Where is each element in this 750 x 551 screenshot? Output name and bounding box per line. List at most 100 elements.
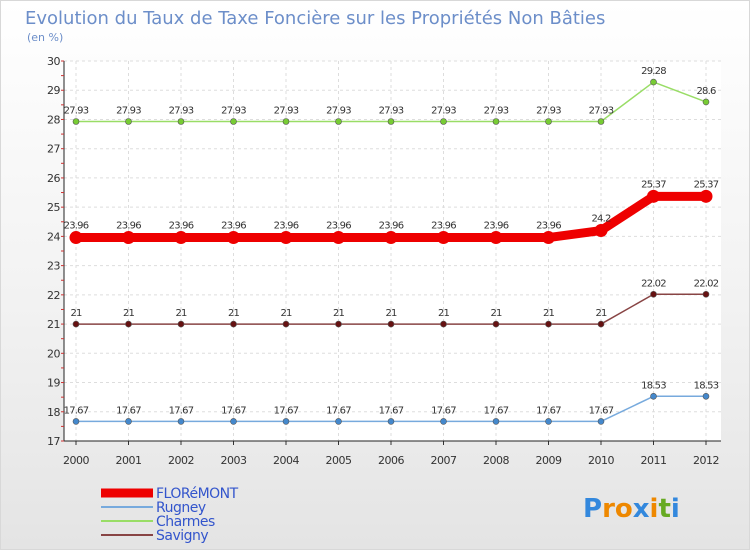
data-point	[282, 320, 290, 328]
data-point	[177, 418, 185, 425]
data-point	[72, 320, 80, 328]
data-label: 23.96	[221, 221, 246, 232]
data-label: 27.93	[274, 106, 299, 117]
data-label: 25.37	[694, 179, 719, 190]
proxiti-logo: Proxiti	[583, 494, 680, 524]
data-label: 17.67	[589, 405, 614, 416]
data-label: 17.67	[116, 405, 141, 416]
x-tick-label: 2011	[641, 454, 667, 467]
data-point	[545, 418, 552, 425]
data-label: 23.96	[274, 221, 299, 232]
data-point	[440, 320, 447, 328]
data-label: 17.67	[379, 405, 404, 416]
x-tick-label: 2003	[221, 454, 247, 467]
data-point	[702, 98, 710, 106]
chart-subtitle: (en %)	[27, 31, 63, 44]
data-point	[594, 224, 608, 238]
data-label: 17.67	[221, 405, 246, 416]
data-point	[650, 290, 657, 298]
data-point	[72, 418, 80, 425]
y-tick-label: 23	[47, 260, 60, 273]
data-point	[545, 320, 552, 328]
series-savigny: 21 21 21 21 21 21 21 21 21 21 21 22.02 22.02	[70, 278, 720, 328]
x-tick-label: 2002	[168, 454, 194, 467]
data-point	[227, 231, 240, 245]
data-point	[230, 118, 237, 125]
data-label: 23.96	[64, 221, 89, 232]
x-tick-label: 2000	[63, 454, 89, 467]
data-point	[125, 320, 132, 328]
data-label: 17.67	[431, 405, 456, 416]
series-rugney: 17.67 17.67 17.67 17.67 17.67 17.67 17.67 17.67…	[64, 380, 720, 425]
data-point	[335, 118, 342, 125]
data-label: 23.96	[536, 221, 561, 232]
data-point	[597, 418, 605, 425]
x-tick-label: 2004	[273, 454, 299, 467]
data-label: 21	[123, 308, 135, 319]
data-point	[699, 189, 713, 203]
data-point	[282, 418, 290, 425]
data-point	[702, 290, 710, 298]
data-point	[650, 392, 657, 400]
series-charmes: 27.93 27.93 27.93 27.93 27.93 27.93 27.93 27.93…	[64, 66, 717, 125]
data-label: 27.93	[64, 106, 89, 117]
data-label: 27.93	[221, 106, 246, 117]
x-tick-label: 2012	[693, 454, 719, 467]
data-label: 22.02	[694, 278, 719, 289]
data-point	[174, 231, 188, 245]
y-tick-label: 29	[47, 84, 60, 97]
y-tick-label: 24	[47, 230, 60, 243]
data-point	[440, 118, 447, 125]
logo-letter: i	[671, 494, 680, 524]
y-tick-label: 30	[47, 55, 60, 68]
data-point	[282, 118, 290, 125]
legend-label: FLORéMONT	[156, 486, 239, 502]
logo-text: Proxiti	[583, 494, 680, 524]
y-tick-label: 21	[47, 318, 60, 331]
logo-letter: r	[602, 494, 615, 524]
data-point	[177, 118, 185, 125]
data-point	[72, 118, 80, 125]
y-tick-label: 17	[47, 435, 60, 448]
data-label: 23.96	[169, 221, 194, 232]
logo-letter: t	[658, 494, 670, 524]
data-point	[597, 118, 605, 125]
data-label: 28.6	[696, 86, 716, 97]
data-label: 29.28	[641, 66, 666, 77]
data-point	[492, 418, 500, 425]
data-label: 21	[228, 308, 240, 319]
logo-letter: o	[615, 494, 633, 524]
data-label: 17.67	[274, 405, 299, 416]
data-point	[177, 320, 185, 328]
x-tick-label: 2010	[588, 454, 614, 467]
data-label: 23.96	[326, 221, 351, 232]
data-point	[332, 231, 345, 245]
x-tick-label: 2009	[536, 454, 562, 467]
data-point	[545, 118, 552, 125]
data-point	[702, 392, 710, 400]
y-tick-label: 25	[47, 201, 60, 214]
data-point	[125, 118, 132, 125]
data-label: 27.93	[484, 106, 509, 117]
data-label: 21	[490, 308, 502, 319]
y-tick-label: 27	[47, 143, 60, 156]
data-point	[492, 320, 500, 328]
series-florémont: 23.96 23.96 23.96 23.96 23.96 23.96 23.96 23.96…	[64, 179, 720, 245]
data-point	[542, 231, 555, 245]
data-point	[384, 231, 398, 245]
data-label: 21	[438, 308, 450, 319]
data-point	[647, 189, 660, 203]
data-point	[230, 320, 237, 328]
data-label: 25.37	[641, 179, 666, 190]
data-point	[650, 78, 657, 86]
data-label: 17.67	[169, 405, 194, 416]
data-label: 27.93	[379, 106, 404, 117]
data-label: 27.93	[326, 106, 351, 117]
legend-label: Rugney	[156, 500, 206, 516]
y-tick-label: 22	[47, 289, 60, 302]
chart-title: Evolution du Taux de Taxe Foncière sur l…	[25, 8, 605, 29]
data-point	[387, 320, 395, 328]
data-label: 24.2	[591, 214, 611, 225]
data-point	[440, 418, 447, 425]
